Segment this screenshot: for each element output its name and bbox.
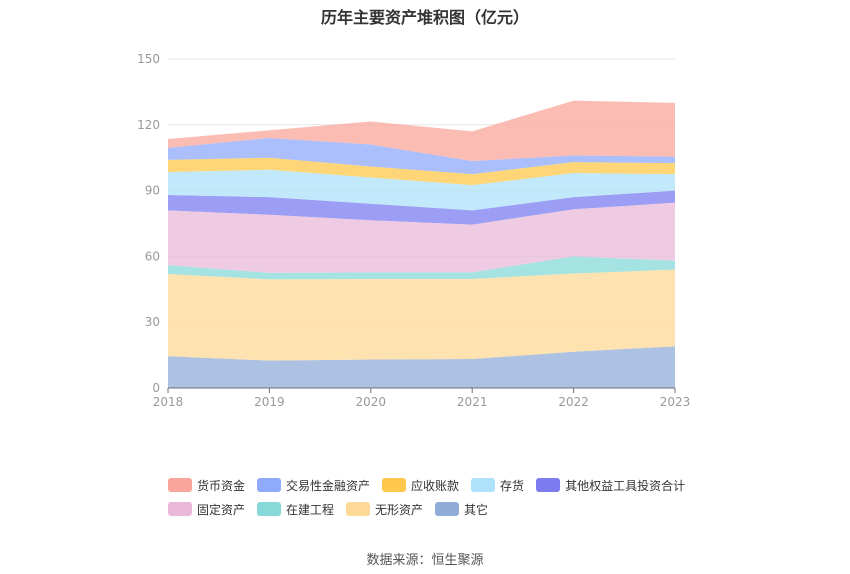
legend-swatch <box>346 502 371 516</box>
y-tick-label: 90 <box>145 184 160 198</box>
y-tick-label: 120 <box>137 118 160 132</box>
x-tick-label: 2020 <box>356 395 387 409</box>
area-存货 <box>168 169 675 211</box>
legend-label: 无形资产 <box>375 502 424 517</box>
legend-label: 应收账款 <box>411 478 460 493</box>
legend-row: 货币资金 交易性金融资产 应收账款 存货 其他权益工具投资合计 <box>168 473 728 497</box>
legend-item[interactable]: 货币资金 <box>168 477 245 494</box>
y-tick-label: 30 <box>145 315 160 329</box>
y-tick-label: 150 <box>137 52 160 66</box>
legend-item[interactable]: 固定资产 <box>168 501 245 518</box>
legend-label: 货币资金 <box>197 478 246 493</box>
x-tick-label: 2022 <box>558 395 589 409</box>
area-固定资产 <box>168 202 675 273</box>
legend-swatch <box>257 478 282 492</box>
legend-swatch <box>382 478 407 492</box>
legend-label: 交易性金融资产 <box>286 478 371 493</box>
y-tick-label: 0 <box>152 381 160 395</box>
legend-swatch <box>471 478 496 492</box>
legend-swatch <box>435 502 460 516</box>
legend-item[interactable]: 应收账款 <box>382 477 459 494</box>
legend-label: 在建工程 <box>286 502 335 517</box>
legend-item[interactable]: 在建工程 <box>257 501 334 518</box>
legend-item[interactable]: 其它 <box>435 501 488 518</box>
x-tick-label: 2021 <box>457 395 488 409</box>
legend-label: 存货 <box>500 478 525 493</box>
legend: 货币资金 交易性金融资产 应收账款 存货 其他权益工具投资合计固定资产 在建工程 无形资产 其… <box>168 473 728 521</box>
x-tick-label: 2019 <box>254 395 285 409</box>
x-tick-label: 2018 <box>153 395 184 409</box>
legend-swatch <box>168 502 192 516</box>
legend-item[interactable]: 无形资产 <box>346 501 423 518</box>
area-应收账款 <box>168 157 675 186</box>
area-在建工程 <box>168 256 675 280</box>
axes: 0 30 60 90 120 150 2018 2019 2020 2021 2022 2023 <box>137 52 690 409</box>
legend-item[interactable]: 交易性金融资产 <box>257 477 370 494</box>
area-series <box>168 100 675 388</box>
legend-item[interactable]: 存货 <box>471 477 524 494</box>
area-其他权益工具投资合计 <box>168 190 675 225</box>
legend-label: 固定资产 <box>197 502 246 517</box>
legend-row: 固定资产 在建工程 无形资产 其它 <box>168 497 728 521</box>
y-tick-label: 60 <box>145 249 160 263</box>
area-货币资金 <box>168 100 675 161</box>
chart-title: 历年主要资产堆积图（亿元） <box>320 8 529 27</box>
legend-label: 其它 <box>464 502 489 517</box>
area-无形资产 <box>168 269 675 361</box>
legend-swatch <box>536 478 561 492</box>
data-source: 数据来源：恒生聚源 <box>366 553 484 568</box>
area-交易性金融资产 <box>168 137 675 175</box>
legend-item[interactable]: 其他权益工具投资合计 <box>536 477 685 494</box>
x-tick-label: 2023 <box>660 395 691 409</box>
area-其它 <box>168 346 675 388</box>
legend-swatch <box>257 502 282 516</box>
legend-swatch <box>168 478 192 492</box>
legend-label: 其他权益工具投资合计 <box>565 478 686 493</box>
